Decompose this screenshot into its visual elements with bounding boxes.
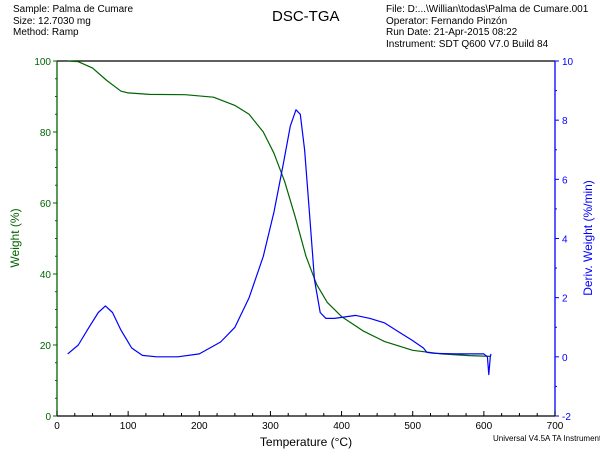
run-date: Run Date: 21-Apr-2015 08:22 [386,27,518,38]
y2-axis-label: Deriv. Weight (%/min) [581,180,595,296]
sample-info: Sample: Palma de Cumare Size: 12.7030 mg… [13,4,133,39]
x-tick-label: 400 [333,421,350,432]
y-tick-label: 20 [40,341,52,352]
x-tick-label: 100 [120,421,137,432]
y2-tick-label: 0 [562,353,568,364]
y-tick-label: 60 [40,199,52,210]
y-axis-label: Weight (%) [8,208,22,267]
operator: Operator: Fernando Pinzón [386,15,508,27]
x-axis-label: Temperature (°C) [260,435,352,449]
footer-version: Universal V4.5A TA Instruments [493,434,600,443]
y-tick-label: 0 [45,412,51,423]
x-tick-label: 600 [476,421,493,432]
chart-title: DSC-TGA [272,8,340,25]
x-tick-label: 0 [54,421,60,432]
y2-tick-label: 2 [562,294,568,305]
x-tick-label: 700 [547,421,564,432]
weight-line [67,60,492,357]
run-info: File: D:...\Willian\todas\Palma de Cumar… [386,4,588,50]
instrument: Instrument: SDT Q600 V7.0 Build 84 [386,38,549,50]
y2-tick-label: 4 [562,235,568,246]
y2-tick-label: -2 [562,412,571,423]
deriv-weight-line [67,109,492,376]
y2-tick-label: 8 [562,116,568,127]
y2-tick-label: 10 [562,57,574,68]
x-tick-label: 500 [404,421,421,432]
y2-tick-label: 6 [562,175,568,186]
y-tick-label: 80 [40,128,52,139]
x-tick-label: 300 [262,421,279,432]
method: Method: Ramp [13,27,79,38]
sample-name: Sample: Palma de Cumare [13,4,134,15]
y-tick-label: 100 [34,57,51,68]
file-path: File: D:...\Willian\todas\Palma de Cumar… [386,4,589,15]
x-tick-label: 200 [191,421,208,432]
y-tick-label: 40 [40,270,52,281]
sample-size: Size: 12.7030 mg [13,15,91,27]
